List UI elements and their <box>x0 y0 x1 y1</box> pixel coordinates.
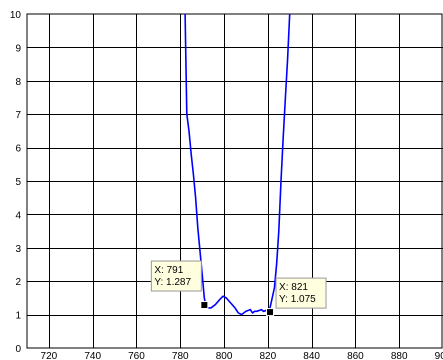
x-tick-label: 780 <box>172 351 189 360</box>
y-tick-label: 1 <box>15 311 21 322</box>
datatip-x-label: X: 791 <box>154 265 183 276</box>
y-tick-label: 10 <box>10 10 22 21</box>
x-tick-label: 860 <box>347 351 364 360</box>
y-tick-label: 9 <box>15 43 21 54</box>
x-tick-label: 720 <box>41 351 58 360</box>
y-tick-label: 2 <box>15 277 21 288</box>
y-tick-label: 8 <box>15 77 21 88</box>
y-tick-label: 4 <box>15 210 21 221</box>
x-axis-ticks: 720 740 760 780 800 820 840 860 880 900 <box>41 351 443 360</box>
x-tick-label: 820 <box>259 351 276 360</box>
x-tick-label: 840 <box>303 351 320 360</box>
y-axis-ticks: 0 1 2 3 4 5 6 7 8 9 10 <box>10 10 22 355</box>
x-tick-label: 740 <box>84 351 101 360</box>
y-tick-label: 6 <box>15 144 21 155</box>
x-tick-label: 800 <box>216 351 233 360</box>
series-line <box>184 13 291 316</box>
plot-frame <box>26 13 443 349</box>
datatip-marker[interactable] <box>200 301 209 310</box>
grid-lines <box>27 14 443 348</box>
x-tick-label: 900 <box>435 351 443 360</box>
datatip-x-label: X: 821 <box>279 282 308 293</box>
y-tick-label: 7 <box>15 110 21 121</box>
datatip-box <box>150 260 202 292</box>
x-tick-label: 880 <box>391 351 408 360</box>
datatip-box <box>275 277 327 309</box>
series-group <box>184 13 291 316</box>
x-tick-label: 760 <box>128 351 145 360</box>
datatip-marker[interactable] <box>266 308 275 317</box>
y-tick-label: 0 <box>15 344 21 355</box>
y-tick-label: 3 <box>15 244 21 255</box>
datatip-y-label: Y: 1.287 <box>154 277 191 288</box>
datatip-y-label: Y: 1.075 <box>279 294 316 305</box>
y-tick-label: 5 <box>15 177 21 188</box>
